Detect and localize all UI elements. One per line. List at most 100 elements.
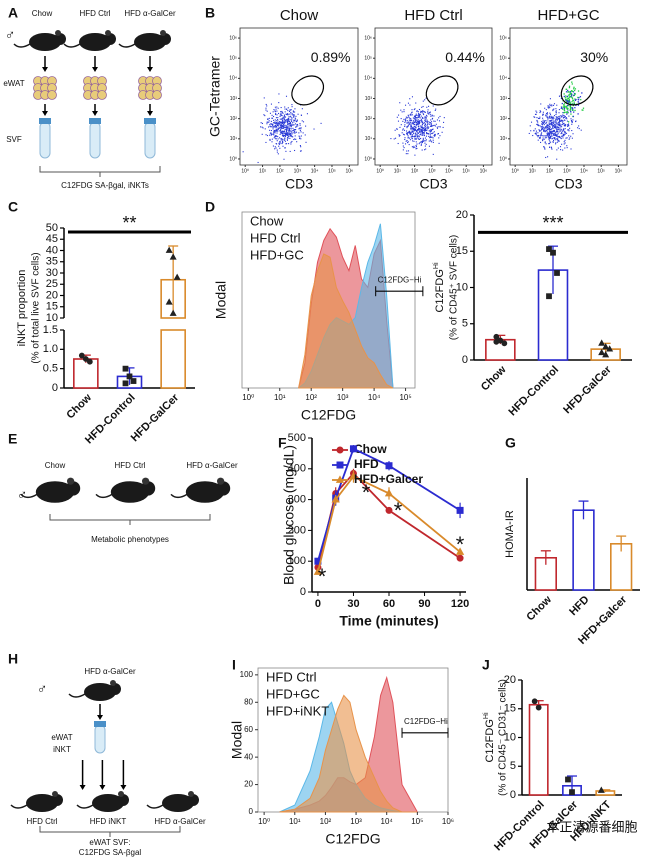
event-dot [422, 137, 424, 139]
event-dot [430, 125, 432, 128]
event-dot [565, 101, 568, 103]
event-dot [563, 135, 565, 137]
event-dot [269, 129, 271, 131]
event-dot [302, 132, 304, 134]
event-dot [414, 121, 417, 123]
event-dot [558, 112, 560, 114]
event-dot [555, 120, 557, 122]
event-dot [407, 153, 409, 155]
y-tick-label: 15 [46, 301, 58, 313]
event-dot [552, 126, 554, 128]
mouse-body [162, 794, 194, 812]
event-dot [265, 109, 267, 111]
event-dot [564, 139, 566, 141]
event-dot [428, 126, 430, 128]
y-axis-label: C12FDGHi [483, 712, 496, 762]
event-dot [556, 141, 559, 143]
y-tick-label: 10⁶ [499, 35, 507, 41]
event-dot [294, 108, 296, 110]
event-dot [572, 109, 574, 111]
event-dot [551, 116, 553, 118]
y-tick-label: 100 [288, 555, 306, 567]
event-dot [288, 133, 290, 136]
event-dot [575, 120, 577, 122]
event-dot [408, 115, 410, 117]
event-dot [406, 139, 408, 142]
event-dot [570, 119, 572, 122]
marker [531, 698, 538, 705]
event-dot [418, 135, 420, 137]
mouse-tail [63, 43, 81, 48]
event-dot [420, 119, 422, 121]
x-tick-label: 10⁰ [376, 168, 384, 174]
event-dot [278, 123, 280, 125]
event-dot [260, 122, 262, 124]
event-dot [266, 110, 268, 112]
event-dot [568, 100, 571, 102]
event-dot [423, 132, 425, 134]
legend-label: HFD+GC [250, 247, 304, 262]
event-dot [275, 147, 277, 149]
event-dot [555, 134, 557, 136]
event-dot [404, 143, 407, 145]
event-dot [280, 132, 282, 134]
event-dot [552, 119, 554, 121]
event-dot [553, 139, 555, 142]
event-dot [425, 118, 427, 120]
event-dot [425, 117, 427, 119]
y-tick-label: 25 [46, 278, 58, 290]
event-dot [272, 115, 275, 118]
event-dot [413, 109, 415, 111]
event-dot [277, 136, 279, 138]
event-dot [288, 143, 290, 145]
event-dot [425, 148, 427, 150]
event-dot [552, 116, 554, 118]
y-tick-label: 10⁵ [364, 56, 372, 62]
event-dot [271, 124, 274, 126]
event-dot [273, 122, 275, 124]
event-dot [396, 128, 398, 130]
x-tick-label: 10³ [350, 817, 362, 826]
event-dot [419, 120, 421, 122]
event-dot [266, 121, 268, 123]
event-dot [563, 134, 565, 136]
event-dot [287, 132, 289, 134]
event-dot [541, 124, 544, 126]
event-dot [431, 132, 433, 135]
event-dot [566, 120, 569, 122]
event-dot [537, 132, 539, 134]
event-dot [549, 120, 551, 122]
event-dot [274, 132, 276, 134]
x-tick-label: 10⁶ [480, 168, 488, 174]
event-dot [422, 111, 424, 113]
event-dot [283, 130, 285, 132]
event-dot [561, 119, 563, 121]
event-dot [404, 121, 406, 123]
event-dot [415, 113, 417, 115]
y-axis-label-text: C12FDG [434, 269, 446, 312]
y-tick-label: 10⁵ [229, 56, 237, 62]
event-dot [420, 144, 422, 146]
event-dot [287, 127, 289, 129]
event-dot [548, 143, 550, 145]
mouse-ear [142, 477, 150, 485]
event-dot [295, 138, 297, 140]
event-dot [291, 113, 293, 115]
event-dot [416, 136, 419, 138]
event-dot [417, 120, 419, 123]
event-dot [402, 149, 404, 151]
event-dot [564, 128, 566, 130]
event-dot [545, 109, 547, 111]
event-dot [287, 114, 289, 116]
diagram-text: ♂ [37, 681, 48, 697]
event-dot [430, 125, 433, 127]
event-dot [428, 133, 430, 135]
event-dot [539, 111, 541, 114]
x-tick-label: 10⁶ [615, 168, 623, 174]
event-dot [412, 122, 414, 124]
event-dot [427, 111, 429, 113]
event-dot [420, 115, 422, 117]
event-dot [403, 134, 405, 136]
event-dot [429, 137, 431, 139]
event-dot [426, 133, 428, 135]
